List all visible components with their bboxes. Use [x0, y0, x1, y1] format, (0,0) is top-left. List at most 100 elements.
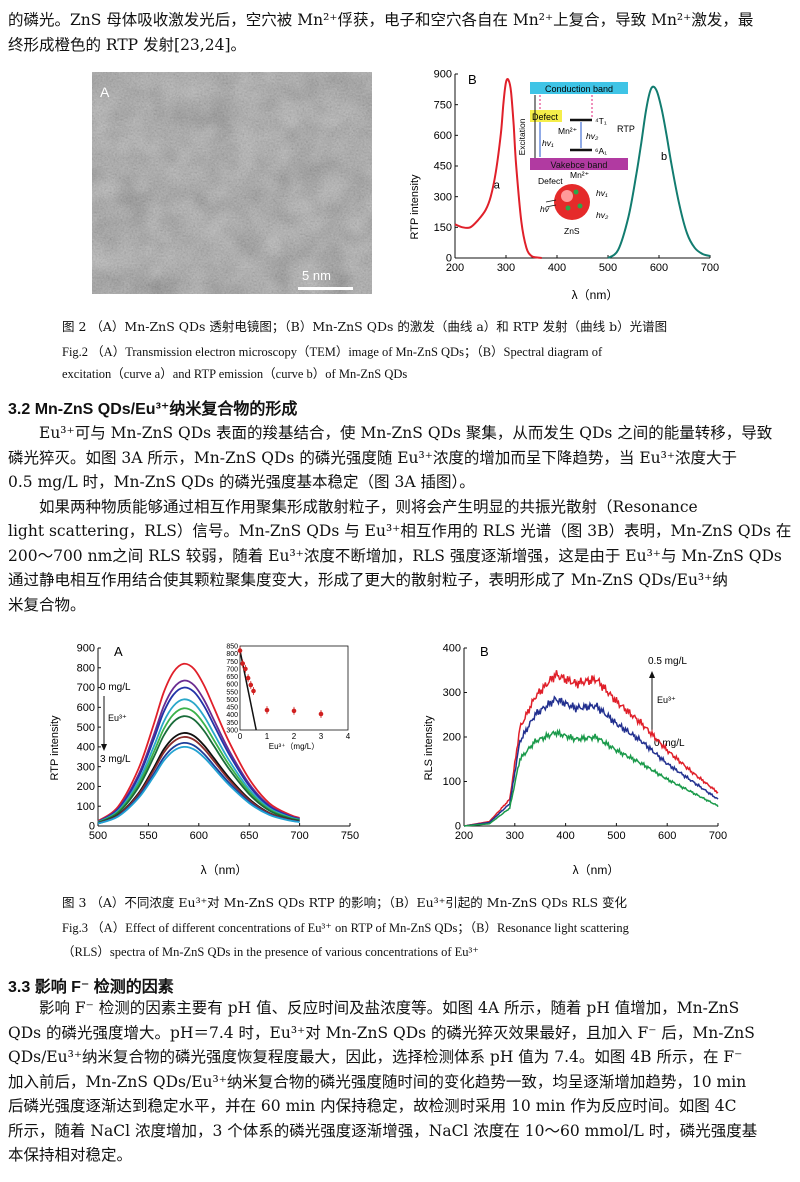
mn-dot: [573, 189, 579, 195]
rtp-label: RTP: [617, 124, 635, 134]
fig3a-y-tick-label: 500: [77, 722, 95, 734]
conduction-band-label: Conduction band: [545, 84, 613, 94]
s32-line: 200～700 nm之间 RLS 较弱，随着 Eu³⁺浓度不断增加，RLS 强度…: [8, 546, 782, 565]
fig2b-curve-a: [454, 78, 542, 259]
hv2-label: hv₂: [586, 131, 599, 141]
fig3a-x-tick-label: 750: [341, 830, 359, 842]
fig3a-inset-x-tick-label: 3: [319, 732, 324, 741]
fig2b-y-tick-label: 900: [434, 69, 452, 81]
fig3a-x-tick-label: 600: [190, 830, 208, 842]
fig3b-x-tick-label: 300: [506, 830, 524, 842]
section-3-2-heading: 3.2 Mn-ZnS QDs/Eu³⁺纳米复合物的形成: [8, 401, 298, 418]
fig2b-curve-a-label: a: [494, 179, 501, 191]
fig3a-inset-y-tick-label: 600: [226, 682, 238, 689]
hv2b-label: hv₂: [596, 210, 609, 220]
s32-line: 如果两种物质能够通过相互作用聚集形成散射粒子，则将会产生明显的共振光散射（Res…: [39, 497, 698, 516]
tem-panel-label: A: [100, 84, 110, 100]
incident-arrow: [545, 199, 557, 203]
fig3a-x-tick-label: 500: [89, 830, 107, 842]
fig3a-y-tick-label: 100: [77, 801, 95, 813]
valence-band: [530, 158, 628, 170]
fig3a-inset-y-tick-label: 650: [226, 674, 238, 681]
scale-bar: [298, 287, 353, 290]
fig2b-x-tick-label: 200: [446, 262, 464, 274]
s33-line: QDs/Eu³⁺纳米复合物的磷光强度恢复程度最大，因此，选择检测体系 pH 值为…: [8, 1048, 743, 1066]
hv1b-label: hv₁: [596, 188, 608, 198]
mechanism-inset: Conduction band Vakebce band Defect Exci…: [517, 82, 635, 236]
fig3b-curve: [463, 695, 719, 827]
s32-line: light scattering，RLS）信号。Mn-ZnS QDs 与 Eu³…: [8, 522, 792, 540]
s33-line: 所示，随着 NaCl 浓度增加，3 个体系的磷光强度逐渐增强，NaCl 浓度在 …: [8, 1121, 758, 1140]
fig2b-y-tick-label: 750: [434, 99, 452, 111]
section-3-3-heading: 3.3 影响 F⁻ 检测的因素: [8, 979, 174, 996]
scale-bar-label: 5 nm: [302, 268, 331, 283]
fig3a-y-tick-label: 800: [77, 662, 95, 674]
fig3a-y-tick-label: 600: [77, 702, 95, 714]
intro-paragraph: 的磷光。ZnS 母体吸收激发光后，空穴被 Mn²⁺俘获，电子和空穴各自在 Mn²…: [8, 8, 792, 57]
fig3-caption-en-2: （RLS）spectra of Mn-ZnS QDs in the presen…: [62, 945, 479, 959]
fig3a-inset-x-tick-label: 1: [265, 732, 270, 741]
fig3b-arrowhead: [649, 671, 655, 678]
fig3a-inset-y-tick-label: 400: [226, 712, 238, 719]
fig3b-xlabel: λ（nm）: [573, 863, 620, 877]
fig3a-mid-label: Eu³⁺: [108, 713, 127, 723]
defect-box: [530, 110, 562, 122]
fig3a-inset-y-tick-label: 800: [226, 651, 238, 658]
a1-label: ⁶A₁: [595, 146, 607, 156]
s32-line: 0.5 mg/L 时，Mn-ZnS QDs 的磷光强度基本稳定（图 3A 插图）…: [8, 473, 475, 491]
fig3a-inset-frame: [239, 645, 349, 731]
fig2b-x-tick-label: 500: [599, 262, 617, 274]
fig3b-y-tick-label: 400: [443, 643, 461, 655]
fig3b-curve: [463, 728, 719, 827]
fig3b-top-label: 0.5 mg/L: [648, 656, 687, 667]
mn-dot: [565, 205, 571, 211]
fig3a-y-tick-label: 200: [77, 781, 95, 793]
fig3a-curve: [97, 698, 300, 824]
s32-line: 米复合物。: [8, 595, 86, 614]
fig3b-x-tick-label: 200: [455, 830, 473, 842]
fig3a-curve: [97, 679, 300, 823]
mn2b-label: Mn²⁺: [570, 170, 589, 180]
fig3-caption-en-1: Fig.3 （A）Effect of different concentrati…: [62, 921, 629, 935]
fig3b-chart: B RLS intensity λ（nm） 0.5 mg/L Eu³⁺ 0 mg…: [423, 643, 727, 877]
fig2b-x-tick-label: 600: [650, 262, 668, 274]
fig2b-x-tick-label: 400: [548, 262, 566, 274]
fig3a-top-label: 0 mg/L: [100, 682, 131, 693]
fig3b-x-tick-label: 600: [658, 830, 676, 842]
fig3a-y-tick-label: 0: [89, 821, 95, 833]
fig3a-xlabel: λ（nm）: [201, 863, 248, 877]
fig3a-chart: A RTP intensity λ（nm） 0 mg/L Eu³⁺ 3 mg/L…: [49, 643, 359, 877]
fig3b-y-tick-label: 300: [443, 687, 461, 699]
fig3a-inset-x-tick-label: 2: [292, 732, 297, 741]
fig3a-curve: [97, 736, 300, 825]
fig3-caption-cn: 图 3 （A）不同浓度 Eu³⁺对 Mn-ZnS QDs RTP 的影响；（B）…: [62, 895, 628, 910]
fig3a-curve: [97, 745, 300, 825]
hv-label: hv: [540, 204, 550, 214]
fig2b-x-tick-label: 700: [701, 262, 719, 274]
fig3b-x-tick-label: 400: [556, 830, 574, 842]
s33-line: 本保持相对稳定。: [8, 1146, 133, 1164]
fig3a-y-tick-label: 700: [77, 682, 95, 694]
fig3b-mid-label: Eu³⁺: [657, 695, 676, 705]
fig2b-y-tick-label: 300: [434, 191, 452, 203]
fig3b-y-tick-label: 100: [443, 776, 461, 788]
fig2b-curve-b-label: b: [661, 151, 667, 163]
defect2-label: Defect: [538, 176, 563, 186]
hv1-label: hv₁: [542, 138, 554, 148]
fig3a-inset-y-tick-label: 500: [226, 697, 238, 704]
fig2b-ylabel: RTP intensity: [409, 174, 421, 240]
zns-label: ZnS: [564, 226, 580, 236]
fig3b-panel-label: B: [480, 644, 489, 659]
fig3a-curve: [97, 686, 300, 823]
fig2b-x-tick-label: 300: [497, 262, 515, 274]
fig3a-inset-y-tick-label: 350: [226, 720, 238, 727]
conduction-band: [530, 82, 628, 94]
fig3a-curve: [97, 707, 300, 824]
valence-band-label: Vakebce band: [551, 160, 608, 170]
fig2b-y-tick-label: 150: [434, 222, 452, 234]
qd-highlight: [561, 190, 573, 202]
s33-line: 后磷光强度逐渐达到稳定水平，并在 60 min 内保持稳定，故检测时采用 10 …: [8, 1097, 737, 1115]
fig3a-arrowhead: [101, 744, 107, 751]
fig3a-y-tick-label: 300: [77, 761, 95, 773]
fig2b-xlabel: λ（nm）: [572, 288, 619, 302]
